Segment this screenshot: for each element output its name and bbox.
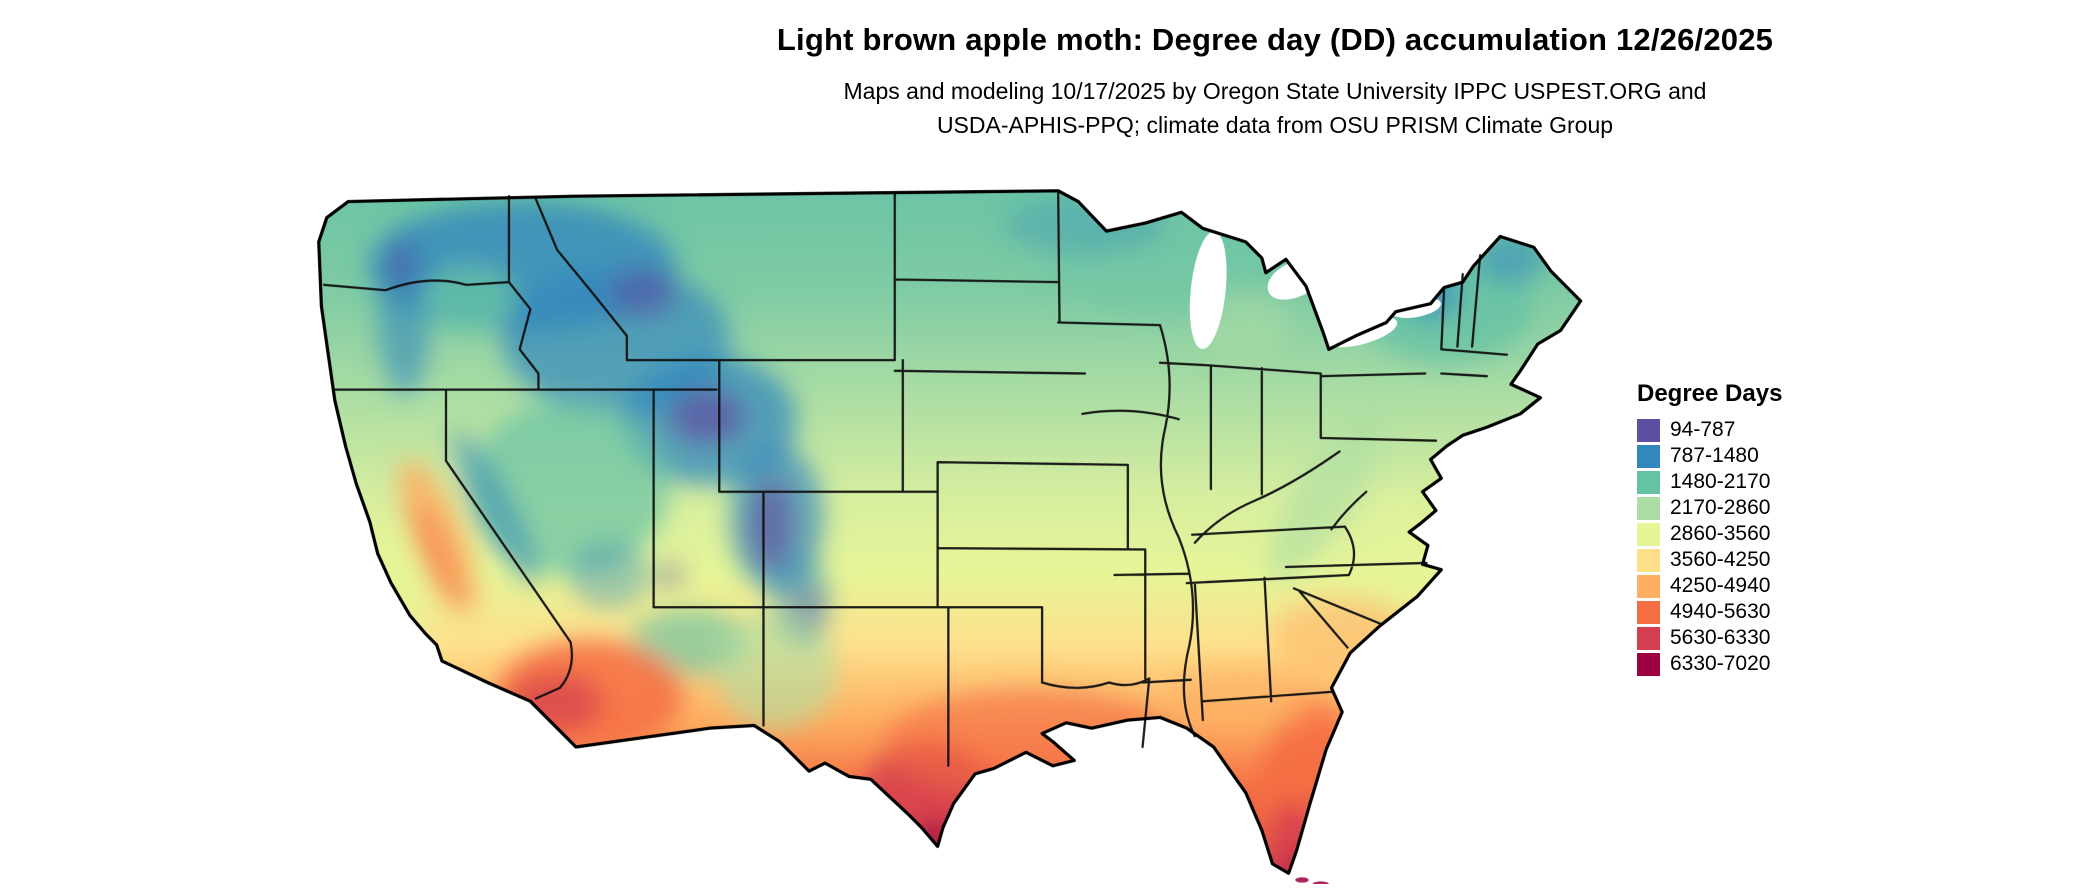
legend-row: 6330-7020: [1637, 651, 1782, 677]
legend-label: 1480-2170: [1670, 470, 1771, 493]
legend-label: 3560-4250: [1670, 548, 1771, 571]
legend-swatch: [1637, 600, 1660, 624]
legend-label: 2170-2860: [1670, 496, 1771, 519]
legend: Degree Days 94-787 787-1480 1480-2170 2170-…: [1637, 380, 1782, 677]
legend-swatch: [1637, 444, 1660, 468]
map-subtitle-line2: USDA-APHIS-PPQ; climate data from OSU PR…: [936, 112, 1614, 138]
legend-swatch: [1637, 626, 1660, 650]
legend-row: 2860-3560: [1637, 521, 1782, 547]
legend-swatch: [1637, 574, 1660, 598]
legend-label: 5630-6330: [1670, 626, 1771, 649]
legend-row: 1480-2170: [1637, 469, 1782, 495]
regional-color-patches: [368, 196, 1546, 874]
legend-label: 2860-3560: [1670, 522, 1771, 545]
florida-keys: [1295, 877, 1329, 884]
legend-label: 6330-7020: [1670, 652, 1771, 675]
legend-label: 787-1480: [1670, 444, 1759, 467]
legend-title: Degree Days: [1637, 380, 1783, 407]
legend-row: 4940-5630: [1637, 599, 1782, 625]
legend-swatch: [1637, 652, 1660, 676]
legend-swatch: [1637, 496, 1660, 520]
legend-label: 94-787: [1670, 418, 1736, 441]
legend-row: 3560-4250: [1637, 547, 1782, 573]
legend-row: 2170-2860: [1637, 495, 1782, 521]
legend-label: 4940-5630: [1670, 600, 1771, 623]
legend-label: 4250-4940: [1670, 574, 1771, 597]
legend-swatch: [1637, 522, 1660, 546]
us-map-svg: [317, 189, 1583, 884]
us-degree-day-map: [308, 172, 1594, 884]
legend-row: 4250-4940: [1637, 573, 1782, 599]
legend-row: 5630-6330: [1637, 625, 1782, 651]
map-subtitle-line1: Maps and modeling 10/17/2025 by Oregon S…: [843, 78, 1707, 104]
map-title: Light brown apple moth: Degree day (DD) …: [776, 22, 1774, 57]
legend-swatch: [1637, 418, 1660, 442]
legend-swatch: [1637, 548, 1660, 572]
legend-rows: 94-787 787-1480 1480-2170 2170-2860 2860-356…: [1637, 417, 1782, 677]
us-outline: [317, 189, 1583, 875]
legend-row: 94-787: [1637, 417, 1782, 443]
state-borders: [322, 192, 1509, 767]
figure-header: Light brown apple moth: Degree day (DD) …: [425, 22, 2100, 142]
legend-swatch: [1637, 470, 1660, 494]
legend-row: 787-1480: [1637, 443, 1782, 469]
